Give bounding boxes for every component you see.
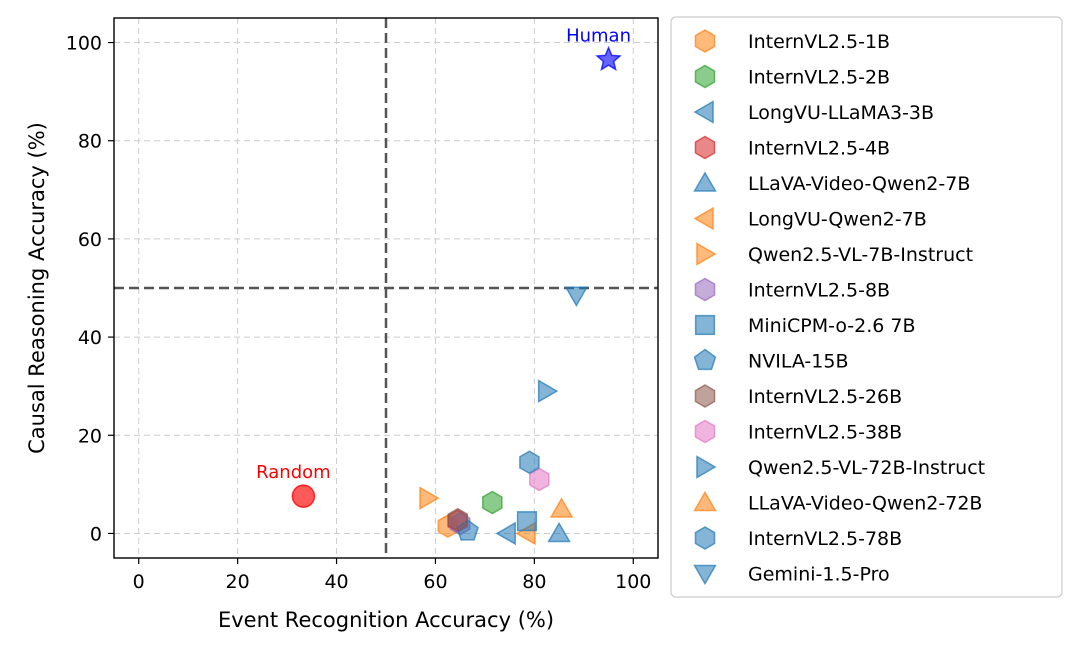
legend-label: LLaVA-Video-Qwen2-7B (748, 173, 970, 195)
point-internvl2-5-2b (482, 490, 503, 515)
legend-marker (694, 526, 716, 550)
y-axis-label: Causal Reasoning Accuracy (%) (25, 122, 49, 454)
legend-marker (696, 242, 717, 266)
annotations: Random Human (256, 26, 631, 508)
legend-label: InternVL2.5-38B (748, 422, 902, 444)
legend-label: InternVL2.5-8B (748, 280, 890, 302)
legend-label: InternVL2.5-78B (748, 528, 902, 550)
legend-label: LLaVA-Video-Qwen2-72B (748, 493, 982, 515)
annotation-human: Human (566, 26, 631, 47)
legend-marker (694, 135, 716, 160)
legend-label: InternVL2.5-26B (748, 386, 902, 408)
legend-label: NVILA-15B (748, 351, 848, 373)
legend-marker (693, 490, 717, 512)
data-points (419, 286, 589, 546)
point-llava-video-qwen2-72b (549, 497, 574, 518)
point-llava-video-qwen2-7b (547, 521, 571, 543)
axis-ticks: 0 20 40 60 80 100 0 20 40 60 80 100 (66, 33, 652, 593)
y-tick-label: 0 (90, 523, 102, 545)
legend-label: Qwen2.5-VL-72B-Instruct (748, 457, 985, 479)
point-internvl2-5-78b (519, 450, 540, 475)
legend-marker (694, 419, 716, 444)
point-qwen2-5-vl-7b-instruct (419, 486, 440, 510)
x-tick-label: 0 (133, 571, 145, 593)
legend-frame (670, 16, 1063, 598)
x-tick-label: 80 (522, 571, 546, 593)
legend-marker (696, 455, 717, 479)
legend-label: InternVL2.5-2B (748, 67, 890, 89)
legend-label: Qwen2.5-VL-7B-Instruct (748, 244, 973, 266)
legend-marker (693, 348, 717, 371)
legend-marker (693, 171, 717, 192)
legend-label: LongVU-Qwen2-7B (748, 209, 927, 231)
legend-marker (693, 206, 714, 231)
point-qwen2-5-vl-72b-instruct (537, 379, 559, 403)
legend-label: LongVU-LLaMA3-3B (748, 102, 934, 124)
point-human (595, 45, 622, 72)
point-internvl2-5-38b (529, 467, 550, 492)
legend-marker (694, 64, 716, 89)
point-internvl2-5-26b (447, 507, 468, 532)
y-tick-label: 100 (66, 33, 102, 55)
x-tick-label: 60 (423, 571, 447, 593)
legend: InternVL2.5-1B InternVL2.5-2B LongVU-LLaMA… (670, 16, 1063, 598)
legend-marker (693, 564, 717, 586)
y-tick-label: 60 (78, 229, 102, 251)
legend-label: InternVL2.5-1B (748, 31, 890, 53)
legend-marker (694, 314, 716, 336)
legend-label: MiniCPM-o-2.6 7B (748, 315, 916, 337)
point-random (291, 484, 316, 508)
legend-marker (694, 29, 716, 53)
x-tick-label: 40 (324, 571, 348, 593)
point-gemini-1-5-pro (564, 286, 589, 307)
point-longvu-llama3-3b (495, 521, 516, 546)
y-tick-label: 80 (78, 131, 102, 153)
point-minicpm-o-2-6-7b (516, 511, 538, 532)
y-tick-label: 40 (78, 327, 102, 349)
legend-marker (694, 384, 716, 408)
legend-marker (694, 277, 716, 302)
legend-label: InternVL2.5-4B (748, 138, 890, 160)
x-axis-label: Event Recognition Accuracy (%) (218, 608, 554, 632)
annotation-random: Random (256, 462, 331, 483)
x-tick-label: 100 (615, 571, 651, 593)
legend-label: Gemini-1.5-Pro (748, 564, 890, 586)
legend-marker (693, 100, 714, 124)
plot-frame (113, 17, 659, 559)
x-tick-label: 20 (226, 571, 250, 593)
y-tick-label: 20 (78, 425, 102, 447)
